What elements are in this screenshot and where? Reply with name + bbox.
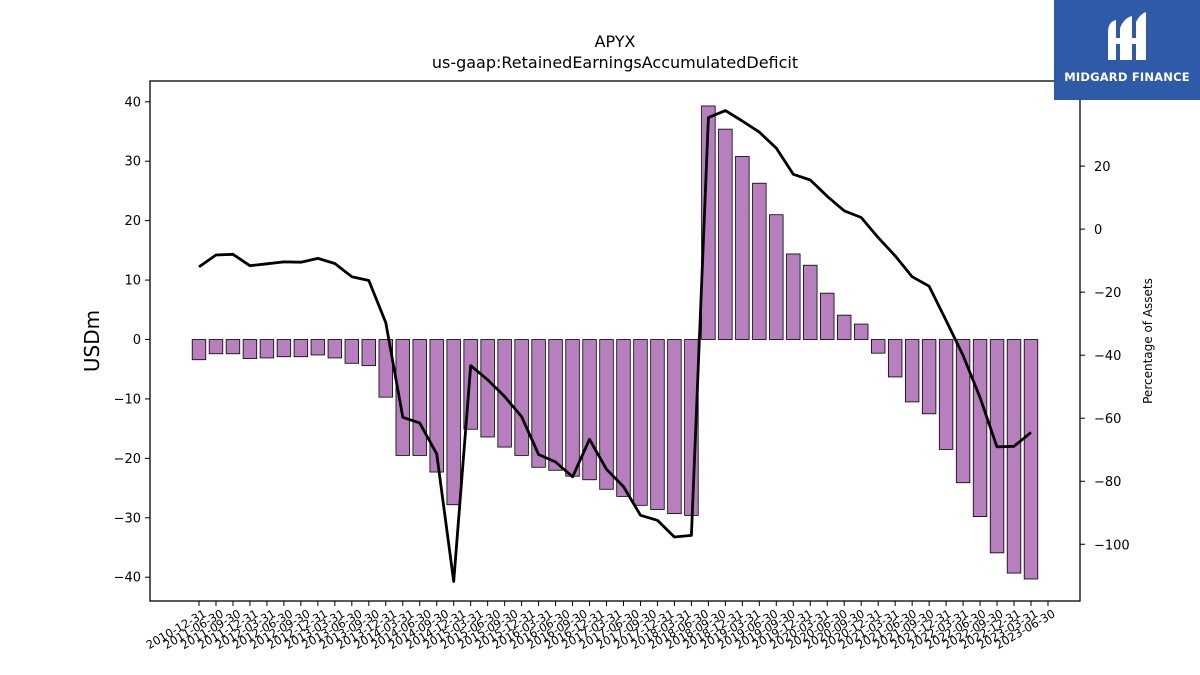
bar [480, 339, 495, 438]
bar [820, 292, 835, 340]
bar [752, 182, 767, 340]
bar [548, 339, 563, 471]
bar [344, 339, 360, 364]
y-tick-label: 10 [124, 274, 141, 289]
bar [938, 339, 954, 450]
y-tick-label: 40 [124, 95, 141, 110]
bar [497, 339, 512, 448]
y2-axis-label: Percentage of Assets [1141, 278, 1155, 404]
line-series [198, 109, 1032, 583]
bar [412, 339, 427, 456]
percentage-line [198, 109, 1032, 583]
bar [276, 339, 292, 358]
bar [650, 339, 665, 510]
y2-axis-ticks: −100 −80 −60 −40 −20 0 20 [1080, 160, 1130, 553]
bar-series [191, 105, 1039, 580]
bar [735, 156, 750, 340]
bar [191, 339, 207, 361]
bar [310, 339, 326, 356]
bar [259, 339, 275, 359]
y-tick-label: −20 [114, 452, 141, 467]
y-tick-label: −10 [114, 392, 141, 407]
bar [361, 339, 376, 367]
bar [327, 339, 343, 359]
bar [803, 264, 818, 340]
bar [718, 128, 733, 340]
bar [769, 214, 784, 340]
bar [854, 323, 869, 340]
bar [446, 339, 461, 506]
brand-name: MIDGARD FINANCE [1064, 70, 1190, 84]
y2-tick-label: −100 [1094, 538, 1130, 553]
bar [904, 339, 920, 403]
bar [514, 339, 529, 456]
bar [208, 339, 224, 355]
bar [582, 339, 597, 481]
y-tick-label: 0 [133, 333, 141, 348]
bar [242, 339, 258, 359]
chart-subtitle: us-gaap:RetainedEarningsAccumulatedDefic… [432, 53, 798, 72]
bar [1023, 339, 1039, 580]
bar [955, 339, 971, 484]
bar [972, 339, 988, 518]
chart-title: APYX [595, 32, 636, 51]
y2-tick-label: −20 [1094, 286, 1121, 301]
bar [921, 339, 937, 415]
x-axis-ticks: 2010-12-312011-06-302011-09-302011-12-31… [144, 601, 1058, 652]
bar [293, 339, 309, 358]
y2-tick-label: −40 [1094, 349, 1121, 364]
y-tick-label: 30 [124, 155, 141, 170]
y-tick-label: 20 [124, 214, 141, 229]
bar [633, 339, 648, 506]
y2-tick-label: −80 [1094, 475, 1121, 490]
y2-tick-label: 0 [1094, 223, 1102, 238]
bar [837, 314, 852, 340]
bar [786, 253, 801, 340]
brand-logo: MIDGARD FINANCE [1054, 0, 1200, 100]
y2-tick-label: −60 [1094, 412, 1121, 427]
bar [870, 339, 886, 354]
bar [616, 339, 631, 497]
bar [667, 339, 682, 515]
bar [429, 339, 444, 473]
midgard-logo-icon [1108, 12, 1146, 60]
bar [887, 339, 903, 378]
bar [1006, 339, 1022, 574]
bar [599, 339, 614, 490]
bar [378, 339, 393, 398]
y-tick-label: −30 [114, 511, 141, 526]
y-tick-label: −40 [114, 571, 141, 586]
bar [395, 339, 410, 456]
bar [701, 105, 716, 340]
plot-frame [149, 80, 1081, 602]
bar [531, 339, 546, 468]
y-axis-label: USDm [80, 310, 104, 372]
bar [225, 339, 241, 355]
y2-tick-label: 20 [1094, 160, 1111, 175]
y-axis-ticks: −40 −30 −20 −10 0 10 20 30 40 [114, 95, 150, 586]
bar [565, 339, 580, 477]
